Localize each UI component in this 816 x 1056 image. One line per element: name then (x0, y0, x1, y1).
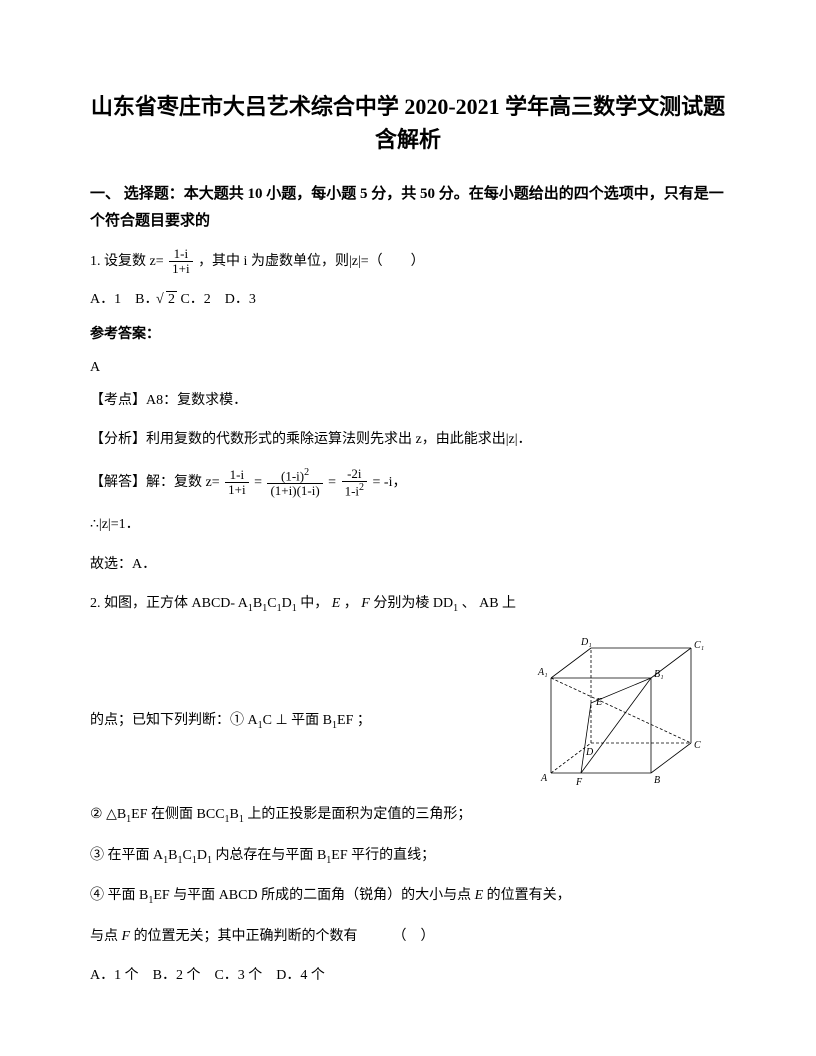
q1-options: A．1 B． 2 C．2 D．3 (90, 287, 726, 312)
cube-svg: A B C D A₁ B₁ C₁ D₁ E F (526, 633, 706, 788)
label-D1: D₁ (580, 637, 592, 648)
q1-fenxi: 【分析】利用复数的代数形式的乘除运算法则先求出 z，由此能求出|z|． (90, 427, 726, 452)
answer-label: 参考答案： (90, 322, 726, 347)
label-A1: A₁ (537, 667, 548, 678)
section-header: 一、 选择题：本大题共 10 小题，每小题 5 分，共 50 分。在每小题给出的… (90, 181, 726, 235)
question-2: 2. 如图，正方体 ABCD- A1B1C1D1 中， E ， F 分别为棱 D… (90, 591, 726, 618)
q1-prefix: 1. 设复数 z= (90, 254, 164, 269)
q2-stmt5: 与点 F 的位置无关；其中正确判断的个数有 （ ） (90, 924, 726, 949)
sqrt-icon: 2 (162, 287, 177, 312)
cube-diagram: A B C D A₁ B₁ C₁ D₁ E F (526, 633, 706, 797)
label-F: F (575, 777, 583, 788)
q1-answer: A (90, 355, 726, 380)
jieda-frac3: -2i 1-i2 (342, 467, 367, 499)
q1-suffix: ，其中 i 为虚数单位，则|z|=（ ） (198, 254, 425, 269)
label-C: C (694, 740, 701, 751)
label-E: E (595, 697, 602, 708)
label-B1: B₁ (654, 669, 664, 680)
q1-kaodian: 【考点】A8：复数求模． (90, 388, 726, 413)
label-B: B (654, 775, 660, 786)
label-C1: C₁ (694, 640, 704, 651)
q1-guxuan: 故选：A． (90, 552, 726, 577)
jieda-frac1: 1-i 1+i (225, 468, 248, 498)
q2-options: A．1 个 B．2 个 C．3 个 D．4 个 (90, 963, 726, 988)
q2-stmt3: ③ 在平面 A1B1C1D1 内总存在与平面 B1EF 平行的直线； (90, 843, 726, 870)
q1-conclusion: ∴|z|=1． (90, 512, 726, 537)
jieda-frac2: (1-i)2 (1+i)(1-i) (267, 467, 322, 499)
label-D: D (585, 747, 594, 758)
q1-jieda: 【解答】解：复数 z= 1-i 1+i = (1-i)2 (1+i)(1-i) … (90, 467, 726, 499)
q2-stmt4: ④ 平面 B1EF 与平面 ABCD 所成的二面角（锐角）的大小与点 E 的位置… (90, 883, 726, 910)
question-1: 1. 设复数 z= 1-i 1+i ，其中 i 为虚数单位，则|z|=（ ） (90, 247, 726, 277)
label-A: A (540, 773, 548, 784)
page-title: 山东省枣庄市大吕艺术综合中学 2020-2021 学年高三数学文测试题含解析 (90, 90, 726, 156)
q2-stmt2: ② △B1EF 在侧面 BCC1B1 上的正投影是面积为定值的三角形； (90, 802, 726, 829)
q1-fraction: 1-i 1+i (169, 247, 192, 277)
